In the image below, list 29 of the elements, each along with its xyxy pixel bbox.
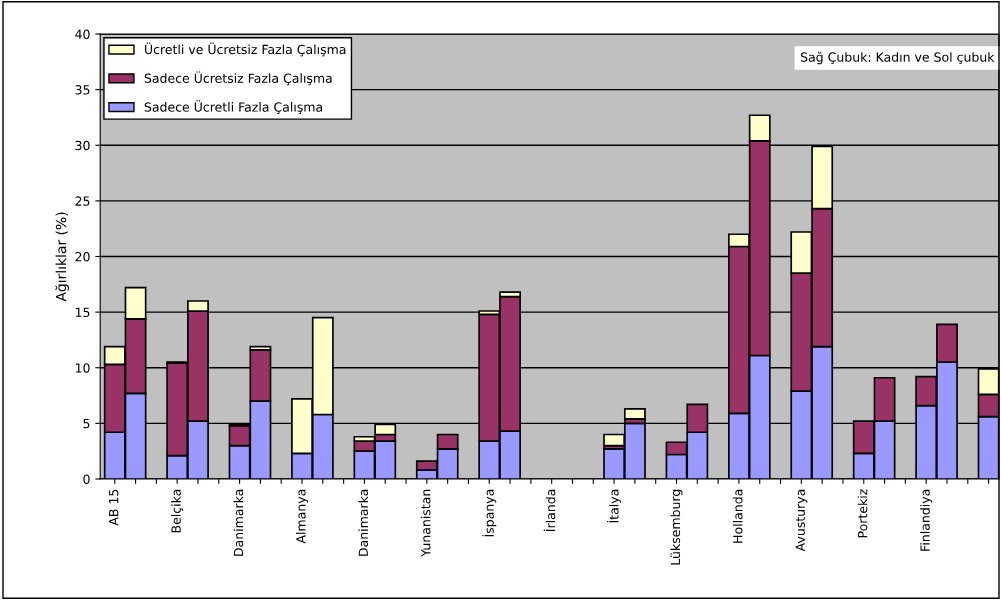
x-tick-label: Belçika — [171, 489, 184, 533]
y-axis-title: Ağırlıklar (%) — [55, 212, 70, 302]
x-tick-label: Yunanistan — [420, 489, 431, 557]
x-tick-label: Almanya — [295, 489, 309, 544]
x-tick-label: Lüksemburg — [670, 489, 683, 565]
x-tick-label: İtalya — [607, 489, 622, 523]
y-tick-label: 30 — [75, 140, 90, 151]
y-tick-label: 40 — [75, 29, 90, 39]
x-tick-label: AB 15 — [109, 489, 119, 526]
x-tick-label: Danimarka — [358, 489, 369, 556]
x-tick-label: İrlanda — [543, 489, 556, 531]
x-tick-label: Portekiz — [857, 489, 868, 538]
x-tick-label: İspanya — [482, 489, 497, 537]
legend-label: Sadece Ücretli Fazla Çalışma — [144, 100, 323, 114]
x-tick-label: Finlandiya — [920, 489, 933, 551]
x-tick-label: Danimarka — [233, 489, 244, 556]
x-tick-label: Avusturya — [795, 489, 808, 552]
bar — [623, 408, 646, 420]
x-tick-label: Hollanda — [732, 489, 743, 543]
y-tick-label: 25 — [75, 196, 90, 206]
y-tick-label: 35 — [75, 85, 90, 95]
y-tick-label: 20 — [75, 251, 90, 262]
legend-label: Sadece Ücretsiz Fazla Çalışma — [144, 71, 332, 86]
y-tick-label: 0 — [83, 474, 90, 484]
y-tick-label: 15 — [75, 307, 90, 318]
y-tick-label: 5 — [83, 419, 90, 429]
annotation: Sağ Çubuk: Kadın ve Sol çubuk — [800, 51, 995, 65]
y-tick-label: 10 — [75, 363, 90, 373]
legend-label: Ücretli ve Ücretsiz Fazla Çalışma — [145, 42, 346, 57]
